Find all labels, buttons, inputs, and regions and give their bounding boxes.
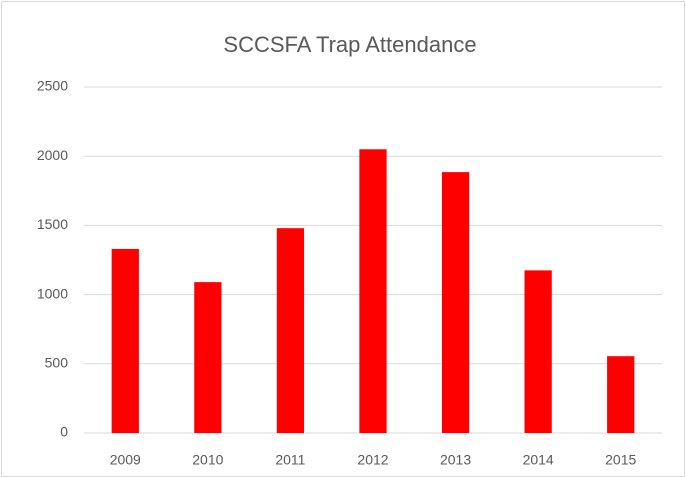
bar	[607, 356, 635, 433]
x-tick-label: 2014	[523, 452, 554, 468]
x-tick-label: 2013	[440, 452, 471, 468]
bar	[194, 282, 222, 433]
x-tick-label: 2011	[275, 452, 305, 468]
bar	[276, 228, 305, 433]
y-tick-label: 1500	[37, 216, 68, 232]
x-tick-label: 2010	[192, 452, 223, 468]
chart-title: SCCSFA Trap Attendance	[223, 32, 476, 57]
x-tick-label: 2012	[357, 452, 388, 468]
y-tick-label: 2000	[37, 147, 68, 163]
y-tick-label: 0	[60, 424, 68, 440]
y-tick-label: 2500	[37, 78, 68, 94]
y-tick-label: 1000	[37, 285, 68, 301]
bar	[441, 172, 470, 433]
y-tick-label: 500	[45, 355, 69, 371]
x-tick-label: 2015	[605, 452, 636, 468]
bar	[111, 248, 139, 433]
x-tick-label: 2009	[110, 452, 141, 468]
bar	[524, 270, 552, 433]
bar	[359, 149, 387, 433]
